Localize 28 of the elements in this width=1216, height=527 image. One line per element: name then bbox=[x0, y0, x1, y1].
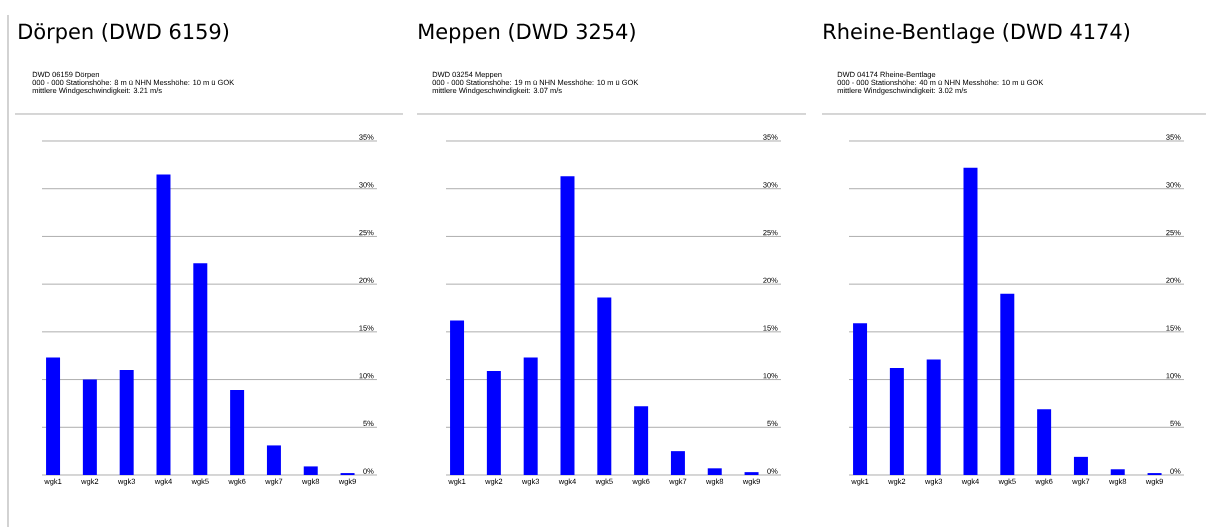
bar bbox=[450, 320, 465, 475]
bar bbox=[1000, 293, 1015, 475]
chart-title: Meppen (DWD 3254) bbox=[419, 23, 635, 44]
bar bbox=[926, 359, 941, 475]
bar bbox=[119, 370, 134, 475]
bar bbox=[266, 445, 281, 475]
bar bbox=[670, 451, 685, 475]
bar bbox=[889, 368, 904, 475]
bar bbox=[230, 390, 245, 475]
bar bbox=[707, 468, 722, 475]
bar bbox=[1073, 456, 1088, 475]
chart-title: Rheine-Bentlage (DWD 4174) bbox=[824, 23, 1130, 44]
bar bbox=[560, 176, 575, 475]
bar bbox=[82, 379, 97, 475]
bar bbox=[46, 357, 61, 475]
bar bbox=[523, 357, 538, 475]
bar bbox=[156, 174, 171, 475]
bar bbox=[597, 297, 612, 475]
bar bbox=[1037, 409, 1052, 475]
bar bbox=[486, 370, 501, 475]
bar bbox=[634, 406, 649, 475]
bar bbox=[963, 167, 978, 475]
chart-title: Dörpen (DWD 6159) bbox=[19, 23, 229, 44]
bar bbox=[1110, 469, 1125, 475]
bar bbox=[303, 466, 318, 475]
bar bbox=[744, 472, 759, 475]
bar bbox=[193, 263, 208, 475]
bar bbox=[853, 323, 868, 475]
